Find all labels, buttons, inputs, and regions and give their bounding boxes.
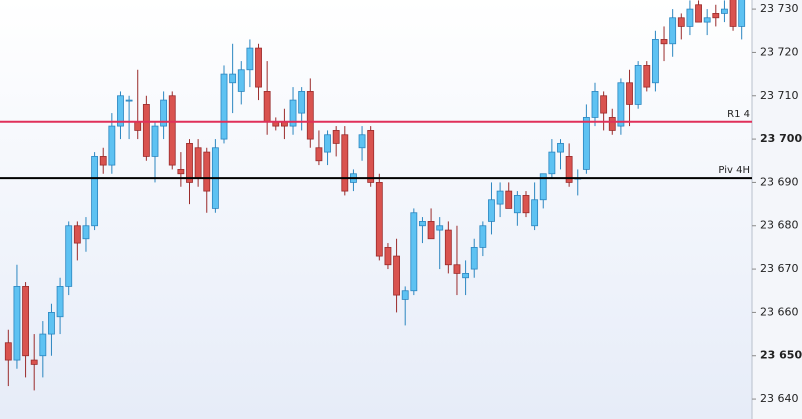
candle-body	[462, 273, 470, 279]
candle-body	[246, 47, 254, 71]
candle-body	[703, 17, 711, 23]
candle-body	[643, 65, 651, 88]
candle-body	[488, 199, 495, 222]
candle-body	[125, 99, 133, 102]
candle-body	[522, 195, 530, 214]
candle-body	[142, 104, 150, 157]
candle-body	[91, 156, 99, 227]
candle-body	[315, 147, 323, 162]
candle-body	[30, 359, 38, 365]
candle-body	[186, 143, 193, 183]
candle-body	[712, 13, 720, 19]
candle-body	[427, 221, 435, 240]
candle-body	[677, 17, 685, 27]
candle-body	[332, 130, 340, 144]
candle-body	[289, 99, 297, 127]
candle-body	[82, 225, 90, 240]
candle-body	[419, 221, 426, 227]
candle-body	[557, 143, 564, 153]
candle-body	[686, 8, 694, 27]
candle-body	[255, 47, 262, 88]
candle-body	[591, 91, 599, 118]
candle-body	[393, 255, 400, 296]
y-tick-label: 23 720	[760, 45, 799, 58]
candle-body	[203, 151, 211, 192]
candle-body	[453, 264, 461, 274]
candle-body	[651, 39, 659, 84]
candle-body	[39, 333, 47, 357]
candle-body	[99, 156, 107, 166]
candle-body	[401, 290, 409, 300]
y-tick-label: 23 650	[760, 349, 802, 362]
candle-body	[263, 91, 271, 123]
candle-body	[436, 225, 444, 231]
candle-body	[73, 225, 81, 244]
candle-body	[194, 147, 202, 179]
candle-body	[324, 134, 331, 153]
candle-body	[22, 286, 29, 357]
candle-body	[539, 173, 547, 201]
candle-body	[548, 151, 556, 175]
y-tick-label: 23 700	[760, 132, 802, 145]
candle-body	[695, 4, 702, 23]
candle-body	[168, 95, 176, 166]
candle-body	[582, 117, 590, 170]
level-label: R1 4	[727, 109, 750, 120]
candle-body	[444, 229, 452, 266]
candle-body	[634, 65, 642, 105]
candle-body	[117, 95, 124, 127]
candle-body	[108, 125, 116, 166]
candle-body	[134, 121, 142, 131]
candle-body	[669, 17, 677, 45]
candle-body	[306, 91, 314, 140]
candle-body	[608, 117, 616, 131]
y-tick-label: 23 690	[760, 175, 799, 188]
candle-body	[729, 0, 737, 27]
candle-body	[358, 134, 366, 149]
candle-body	[65, 225, 73, 287]
candle-body	[738, 0, 746, 27]
candle-body	[13, 286, 21, 361]
candle-body	[531, 199, 539, 227]
candle-body	[660, 39, 668, 45]
candle-body	[151, 125, 159, 157]
y-tick-label: 23 640	[760, 392, 799, 405]
candle-body	[220, 73, 228, 140]
candle-body	[4, 342, 12, 361]
candle-body	[56, 286, 64, 318]
candle-body	[375, 182, 383, 257]
y-tick-label: 23 660	[760, 305, 799, 318]
candle-body	[721, 8, 728, 14]
axis-background	[752, 0, 802, 419]
candle-body	[341, 134, 349, 192]
candle-body	[626, 82, 633, 105]
candle-body	[470, 247, 478, 270]
y-tick-label: 23 680	[760, 219, 799, 232]
y-tick-label: 23 670	[760, 262, 799, 275]
candle-body	[410, 212, 418, 292]
candle-body	[565, 156, 573, 183]
candle-body	[496, 190, 504, 205]
candle-body	[298, 91, 306, 114]
candle-body	[229, 73, 237, 84]
y-tick-label: 23 710	[760, 89, 799, 102]
candle-body	[505, 190, 513, 209]
candle-body	[384, 247, 392, 266]
level-label: Piv 4H	[718, 165, 750, 176]
candle-body	[479, 225, 487, 248]
candle-body	[367, 130, 375, 183]
candle-body	[513, 195, 521, 214]
candle-body	[48, 312, 55, 335]
candle-body	[237, 69, 245, 92]
candle-body	[600, 95, 608, 114]
candle-body	[160, 99, 168, 127]
candle-body	[617, 82, 625, 127]
candle-body	[177, 169, 185, 175]
y-tick-label: 23 730	[760, 2, 799, 15]
